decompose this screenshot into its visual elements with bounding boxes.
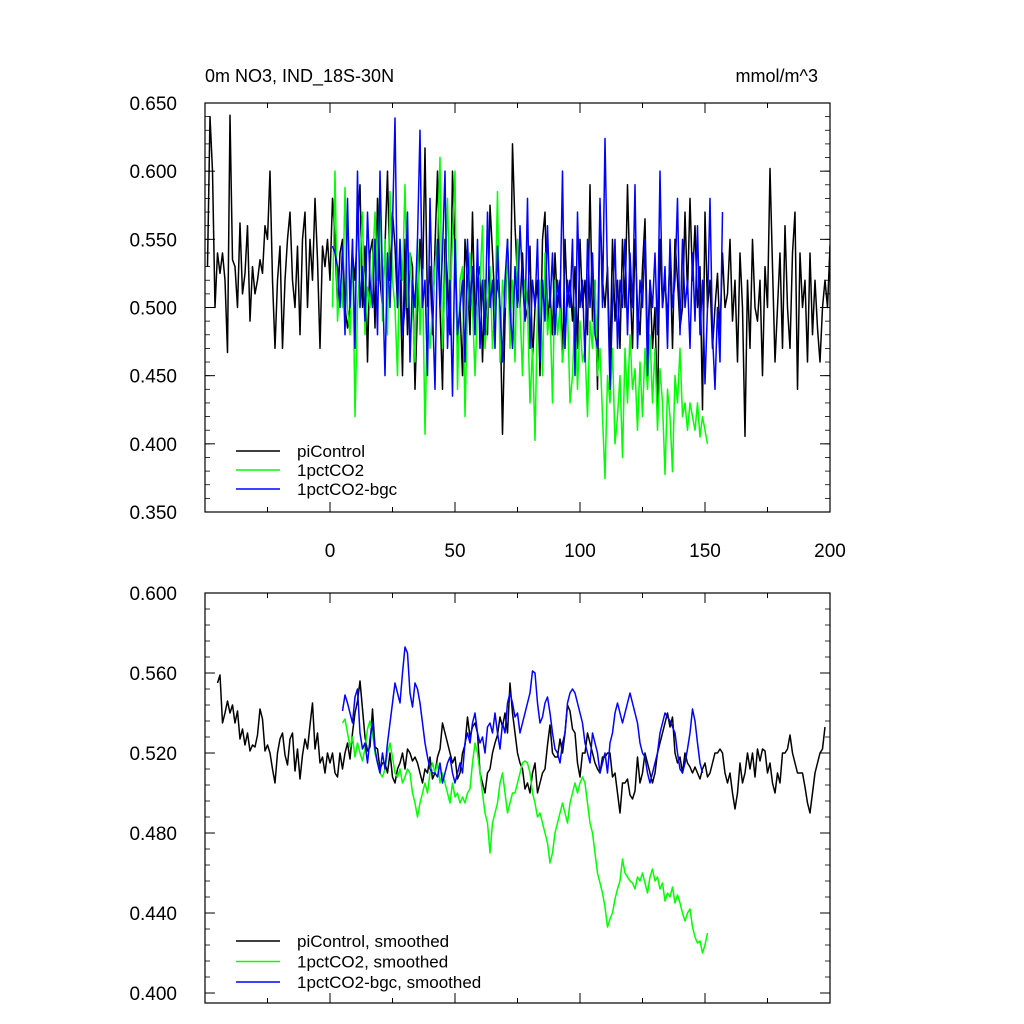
bottom-panel: 0.400 0.440 0.480 0.520 0.560 0.600 piControl,…	[129, 584, 831, 1005]
x-tick-label: 200	[814, 541, 846, 562]
legend-label: 1pctCO2-bgc, smoothed	[297, 973, 481, 992]
x-tick-label: 150	[689, 541, 721, 562]
legend-label: piControl, smoothed	[297, 932, 449, 951]
units-label: mmol/m^3	[736, 66, 818, 86]
legend-label: 1pctCO2	[297, 461, 364, 480]
legend-label: piControl	[297, 442, 365, 461]
y-tick-label: 0.500	[129, 299, 177, 320]
series-line-1	[206, 114, 830, 438]
series-line-3	[331, 117, 724, 397]
y-tick-label: 0.350	[129, 503, 177, 524]
legend-label: 1pctCO2, smoothed	[297, 953, 448, 972]
y-tick-label: 0.400	[129, 435, 177, 456]
series-line-1	[216, 674, 826, 814]
series-line-3	[341, 646, 704, 784]
y-tick-label: 0.400	[129, 984, 177, 1005]
x-tick-label: 0	[325, 541, 336, 562]
x-tick-label: 50	[444, 541, 465, 562]
chart-title: 0m NO3, IND_18S-30N	[205, 66, 394, 87]
y-tick-label: 0.650	[129, 94, 177, 115]
series-line-2	[331, 156, 709, 480]
x-tick-label: 100	[564, 541, 596, 562]
legend-label: 1pctCO2-bgc	[297, 480, 398, 499]
y-tick-label: 0.560	[129, 664, 177, 685]
y-tick-label: 0.440	[129, 904, 177, 925]
y-tick-label: 0.480	[129, 824, 177, 845]
y-tick-label: 0.600	[129, 584, 177, 605]
y-tick-label: 0.450	[129, 367, 177, 388]
y-tick-label: 0.550	[129, 230, 177, 251]
top-panel: 0 50 100 150 200 0.350 0.400 0.450 0.500 0.550 0.6…	[129, 66, 845, 562]
series-line-2	[341, 718, 709, 954]
y-tick-label: 0.600	[129, 162, 177, 183]
y-tick-label: 0.520	[129, 744, 177, 765]
